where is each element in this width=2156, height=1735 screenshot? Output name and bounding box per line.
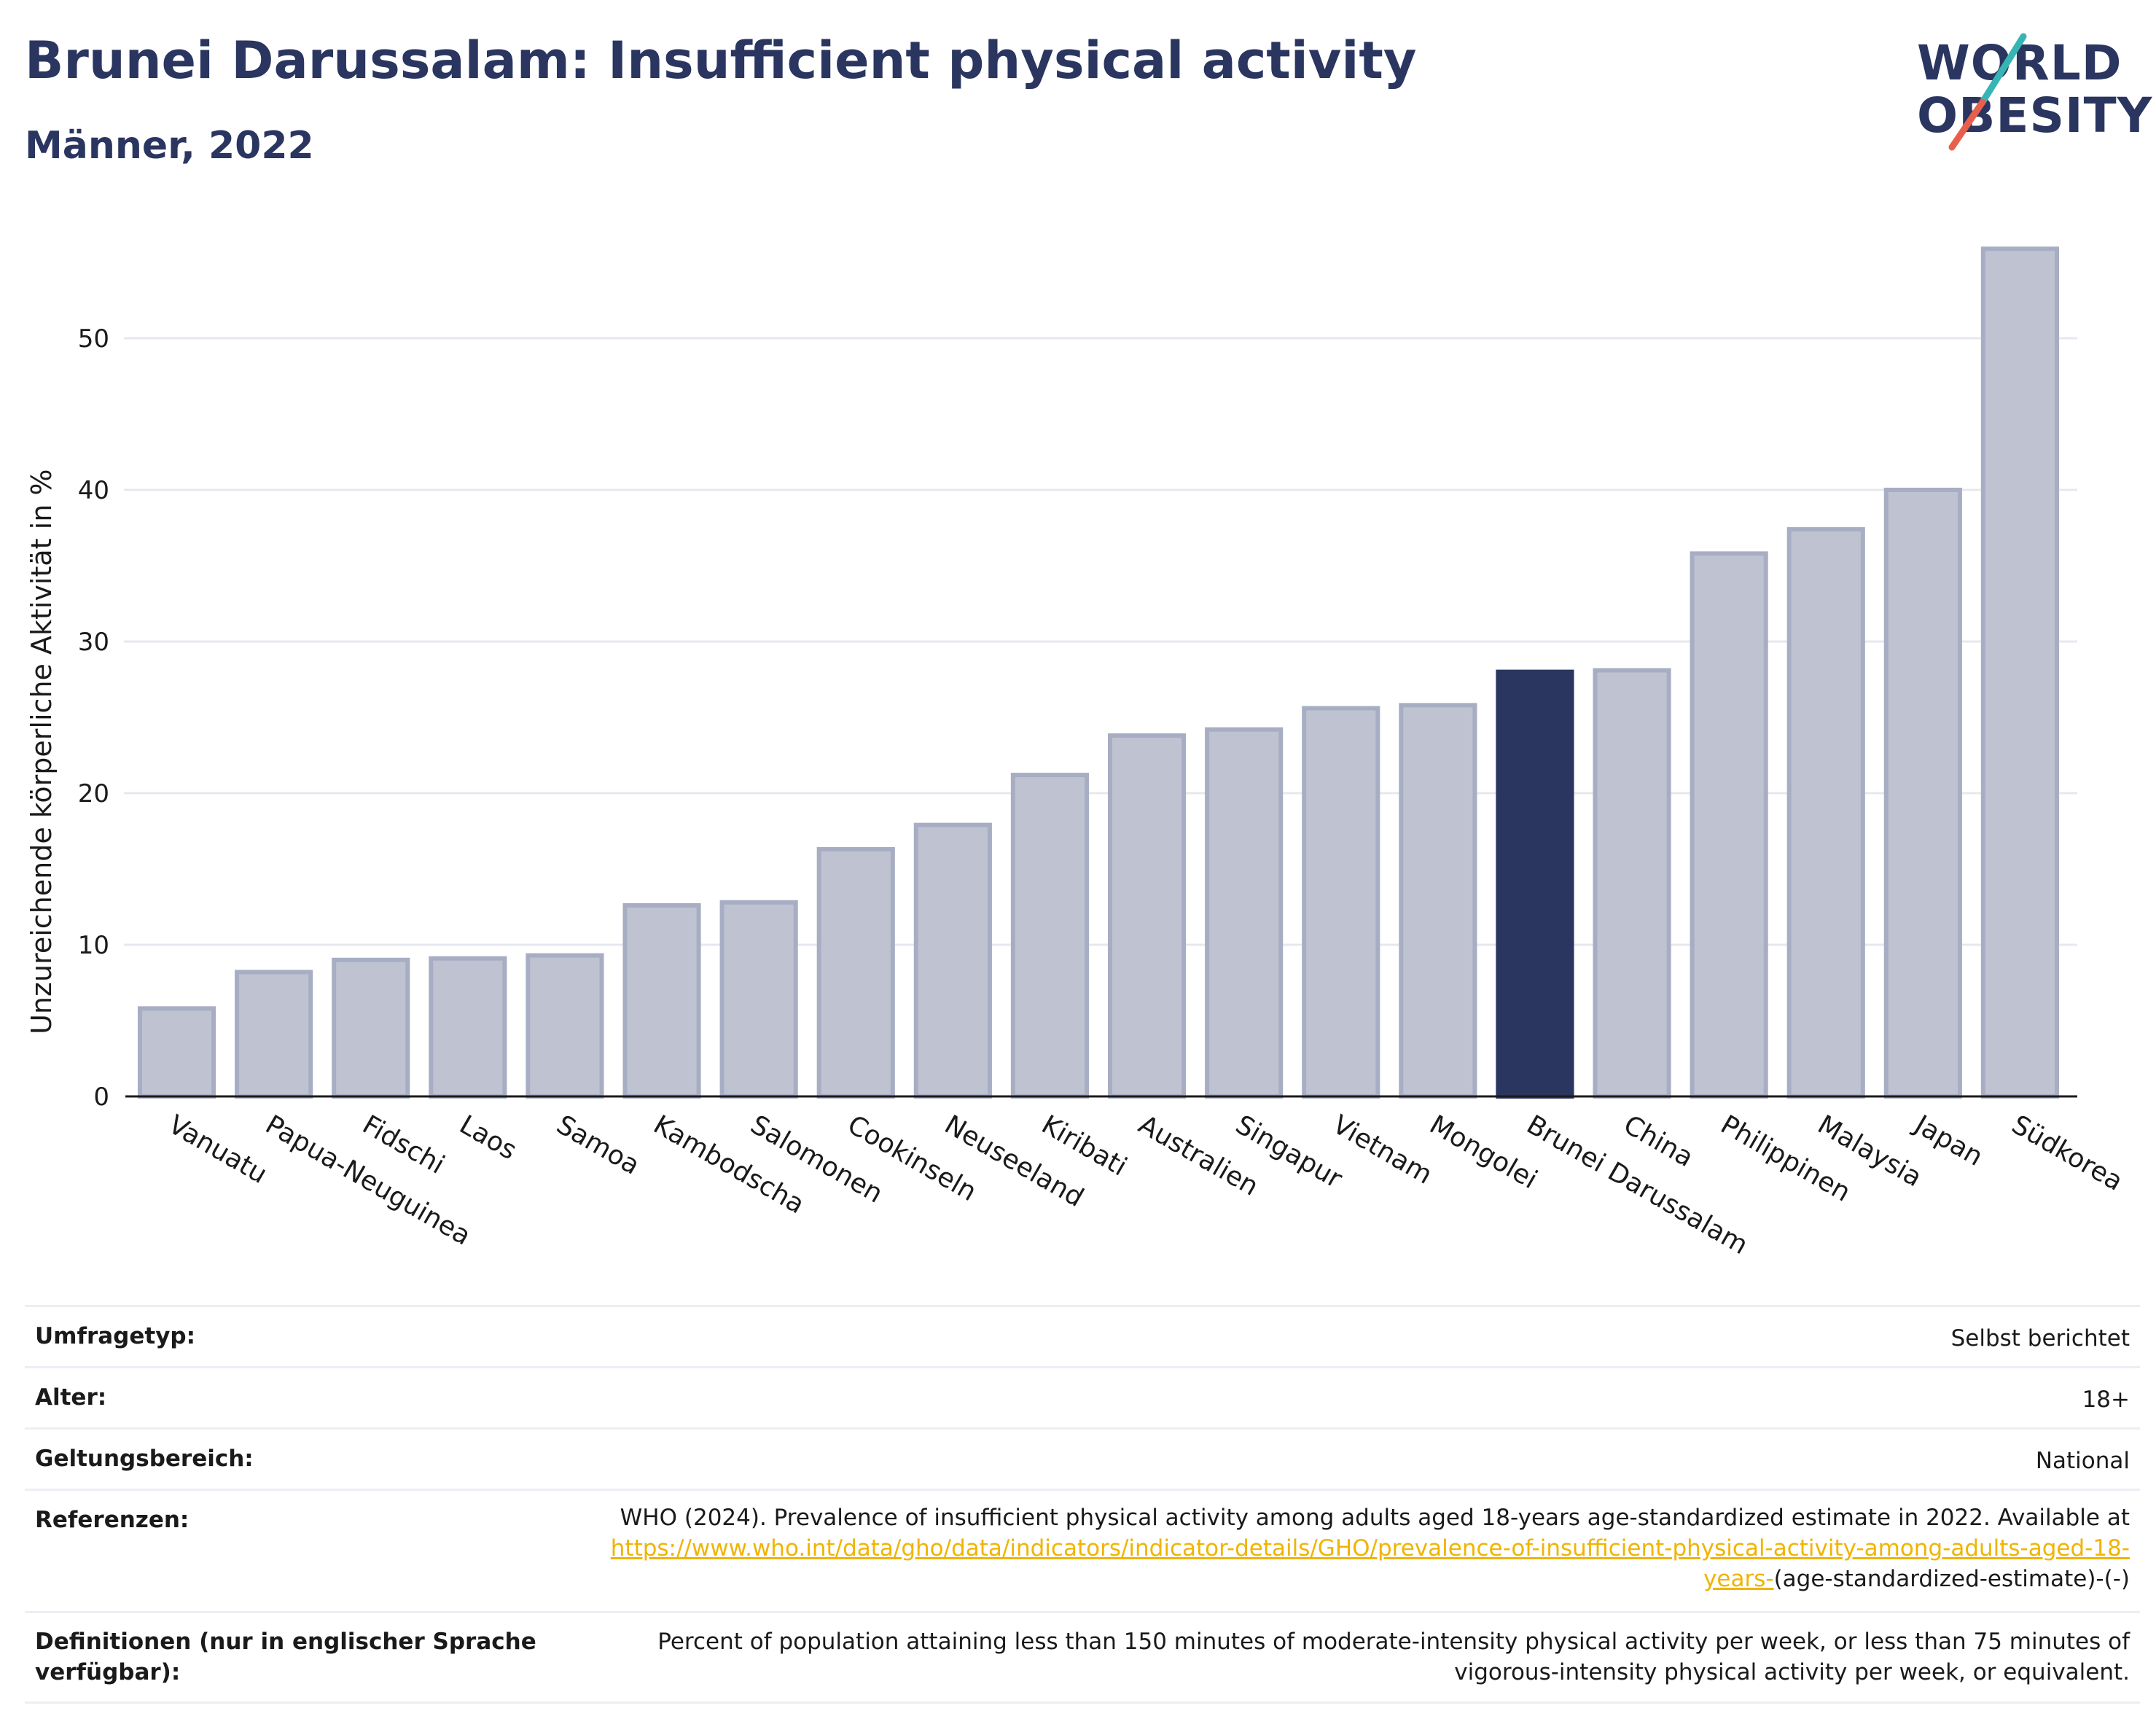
metadata-table: Umfragetyp: Selbst berichtet Alter: 18+ … (25, 1305, 2140, 1704)
meta-row-scope: Geltungsbereich: National (25, 1427, 2140, 1490)
chart-title: Brunei Darussalam: Insufficient physical… (25, 31, 1417, 90)
bar (1010, 773, 1090, 1099)
x-tick-label: Vietnam (1327, 1110, 1437, 1190)
meta-label: Geltungsbereich: (25, 1427, 599, 1490)
bar (719, 900, 798, 1099)
bar (816, 846, 895, 1099)
chart-subtitle: Männer, 2022 (25, 124, 314, 168)
bar (1980, 246, 2060, 1099)
bar (1496, 669, 1574, 1099)
bar (526, 953, 604, 1099)
bar (1690, 551, 1768, 1099)
reference-link[interactable]: https://www.who.int/data/gho/data/indica… (610, 1535, 2130, 1592)
bar (332, 957, 410, 1099)
x-tick-label: Laos (454, 1110, 521, 1166)
logo-line-2: OBESITY (1917, 87, 2153, 144)
meta-label: Referenzen: (25, 1489, 599, 1613)
meta-value: Percent of population attaining less tha… (599, 1611, 2140, 1704)
meta-value: 18+ (599, 1366, 2140, 1429)
meta-value: Selbst berichtet (599, 1305, 2140, 1368)
x-tick-label: Vanuatu (163, 1110, 272, 1190)
world-obesity-logo[interactable]: WORLD OBESITY (1895, 22, 2152, 153)
bar (1302, 706, 1380, 1099)
meta-row-survey: Umfragetyp: Selbst berichtet (25, 1305, 2140, 1368)
bar (429, 956, 507, 1099)
bar (1107, 733, 1187, 1099)
bar (137, 1006, 216, 1099)
y-tick-label: 20 (78, 779, 109, 808)
bar (622, 902, 701, 1099)
x-tick-label: Samoa (551, 1110, 644, 1181)
logo-slash-icon (1948, 33, 2027, 151)
meta-value: National (599, 1427, 2140, 1490)
meta-row-age: Alter: 18+ (25, 1366, 2140, 1429)
y-axis-label: Unzureichende körperliche Aktivität in % (26, 469, 58, 1034)
bar-chart: 0 10 20 30 40 50 Unzureichende körperliche Akt… (26, 246, 2128, 1260)
reference-text: WHO (2024). Prevalence of insufficient p… (620, 1505, 2130, 1531)
meta-row-definitions: Definitionen (nur in englischer Sprache … (25, 1611, 2140, 1704)
y-tick-label: 0 (93, 1083, 109, 1112)
y-tick-label: 30 (78, 628, 109, 657)
meta-label: Definitionen (nur in englischer Sprache … (25, 1611, 599, 1704)
x-tick-label: Mongolei (1424, 1110, 1542, 1195)
bar (913, 822, 992, 1099)
bar (1593, 668, 1671, 1099)
y-tick-label: 40 (78, 476, 109, 505)
y-tick-label: 50 (78, 324, 109, 354)
bar (1205, 727, 1284, 1099)
bar (235, 970, 313, 1099)
meta-row-references: Referenzen: WHO (2024). Prevalence of in… (25, 1489, 2140, 1613)
x-tick-label: Südkorea (2007, 1110, 2128, 1197)
bar (1399, 703, 1477, 1099)
meta-label: Umfragetyp: (25, 1305, 599, 1368)
y-tick-label: 10 (78, 931, 109, 960)
reference-suffix: (age-standardized-estimate)-(-) (1773, 1566, 2130, 1592)
meta-value: WHO (2024). Prevalence of insufficient p… (599, 1489, 2140, 1613)
meta-label: Alter: (25, 1366, 599, 1429)
bar (1883, 488, 1962, 1099)
bar (1786, 527, 1865, 1099)
